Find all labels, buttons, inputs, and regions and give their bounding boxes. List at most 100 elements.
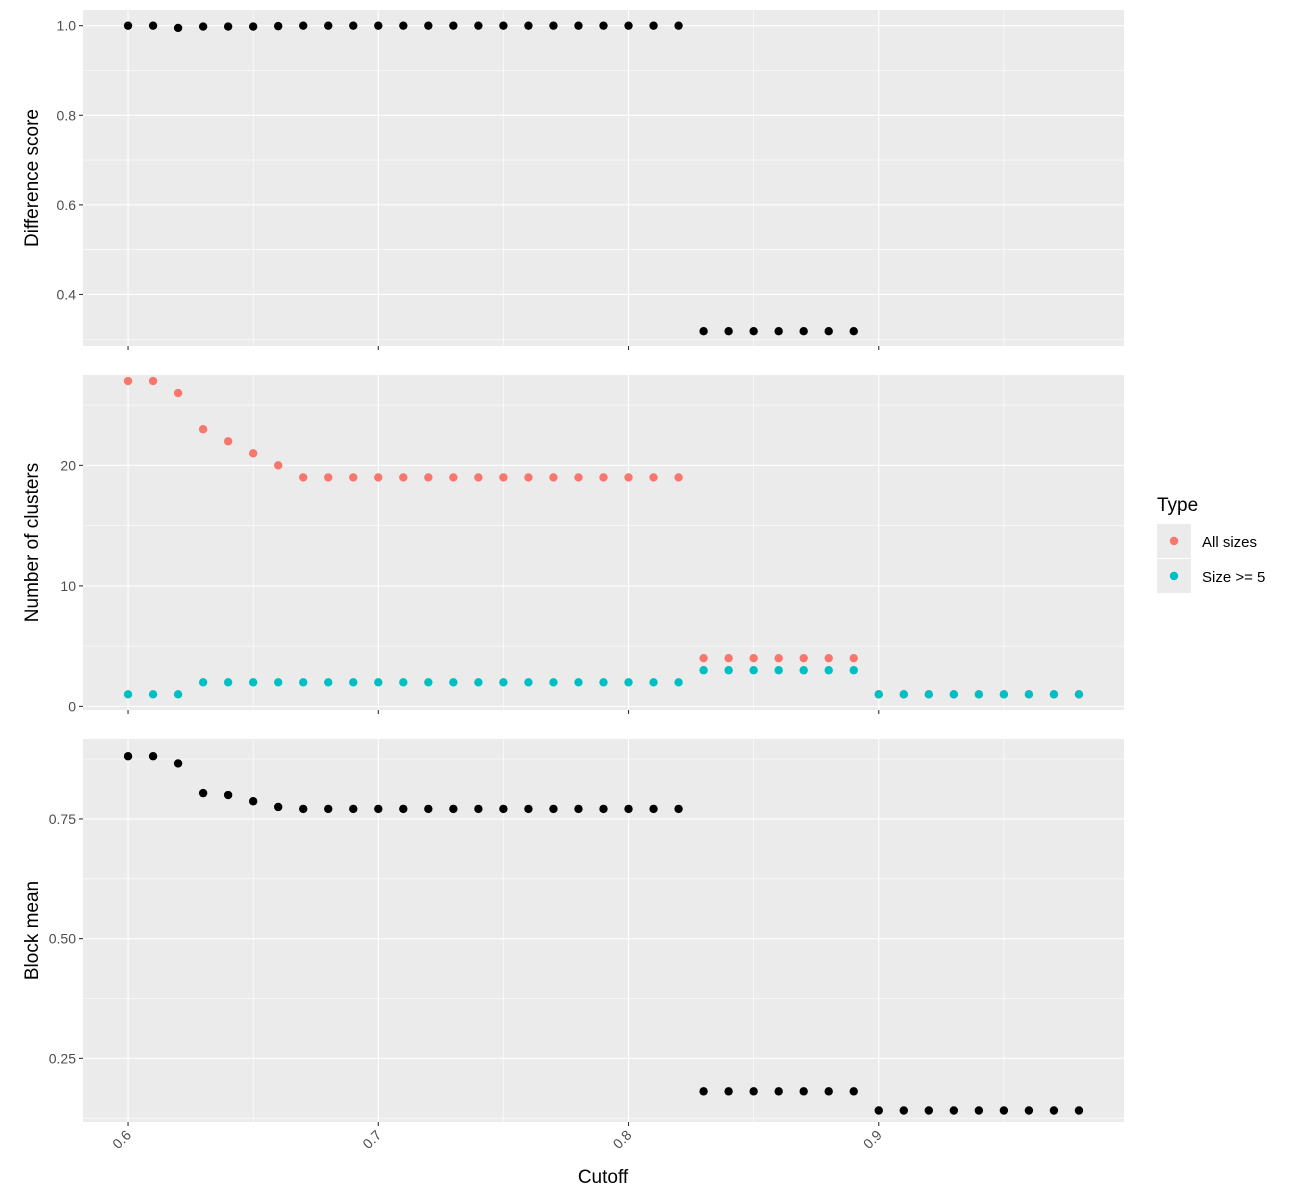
data-point	[299, 804, 308, 814]
data-point	[148, 690, 158, 699]
data-point	[173, 759, 183, 768]
data-point	[198, 22, 208, 31]
data-point	[799, 653, 808, 663]
data-point	[148, 752, 158, 761]
data-point	[324, 804, 333, 814]
data-point	[524, 678, 533, 687]
y-tick-label: 0.50	[49, 931, 76, 947]
data-point	[599, 678, 608, 687]
data-point	[799, 1087, 808, 1096]
y-tick-label: 0.75	[49, 811, 76, 827]
data-point	[649, 21, 658, 30]
data-point	[749, 327, 758, 336]
data-point	[273, 802, 283, 812]
data-point	[123, 376, 133, 386]
data-point	[774, 666, 783, 675]
data-point	[899, 690, 908, 699]
data-point	[599, 473, 608, 482]
data-point	[749, 666, 758, 675]
data-point	[924, 690, 934, 699]
data-point	[324, 473, 333, 482]
data-point	[699, 1087, 708, 1096]
y-axis-title: Number of clusters	[22, 463, 43, 622]
legend-title: Type	[1157, 495, 1198, 516]
data-point	[824, 653, 833, 663]
data-point	[624, 21, 633, 30]
data-point	[474, 21, 483, 30]
data-point	[849, 327, 858, 336]
data-point	[599, 21, 608, 30]
data-point	[273, 461, 283, 470]
data-point	[774, 327, 783, 336]
data-point	[399, 473, 408, 482]
data-point	[624, 804, 633, 814]
data-point	[574, 21, 583, 30]
y-tick-label: 0.6	[57, 197, 77, 213]
legend: Type All sizes Size >= 5	[1157, 495, 1265, 593]
data-point	[749, 1087, 758, 1096]
data-point	[123, 690, 133, 699]
data-point	[949, 690, 959, 699]
data-point	[824, 666, 833, 675]
data-point	[399, 804, 408, 814]
data-point	[574, 804, 583, 814]
data-point	[774, 653, 783, 663]
data-point	[148, 21, 158, 30]
data-point	[374, 804, 383, 814]
data-point	[674, 678, 683, 687]
data-point	[849, 666, 858, 675]
panel-1: 0.4 0.6 0.8 1.0 Difference score	[22, 10, 1124, 350]
x-tick-label: 0.9	[860, 1127, 885, 1152]
data-point	[624, 678, 633, 687]
data-point	[899, 1106, 908, 1115]
data-point	[424, 678, 433, 687]
legend-item-all-sizes: All sizes	[1157, 524, 1257, 558]
data-point	[574, 678, 583, 687]
series-size-5	[123, 666, 1084, 699]
data-point	[524, 21, 533, 30]
data-point	[248, 678, 258, 687]
data-point	[499, 804, 508, 814]
y-tick-label: 0.8	[57, 107, 77, 123]
data-point	[349, 473, 358, 482]
data-point	[474, 473, 483, 482]
data-point	[499, 21, 508, 30]
data-point	[1074, 1106, 1084, 1115]
data-point	[724, 666, 733, 675]
series-1	[123, 21, 858, 336]
data-point	[924, 1106, 934, 1115]
data-point	[198, 788, 208, 798]
legend-label-all-sizes: All sizes	[1202, 534, 1257, 551]
data-point	[799, 666, 808, 675]
data-point	[349, 21, 358, 30]
legend-swatch-size-ge-5	[1169, 571, 1179, 581]
data-point	[999, 1106, 1009, 1115]
y-tick-label: 10	[60, 578, 76, 594]
data-point	[223, 437, 233, 446]
data-point	[374, 473, 383, 482]
y-tick-label: 20	[60, 457, 76, 473]
panels: 0.4 0.6 0.8 1.0 Difference score 0 10 20 Number …	[22, 10, 1124, 1152]
panel-2: 0 10 20 Number of clusters	[22, 375, 1124, 714]
data-point	[724, 327, 733, 336]
panel-background	[83, 10, 1124, 346]
data-point	[574, 473, 583, 482]
data-point	[849, 653, 858, 663]
y-axis-title: Block mean	[22, 881, 43, 980]
data-point	[699, 653, 708, 663]
data-point	[424, 473, 433, 482]
data-point	[549, 678, 558, 687]
data-point	[123, 21, 133, 30]
data-point	[198, 678, 208, 687]
data-point	[549, 804, 558, 814]
data-point	[824, 327, 833, 336]
legend-label-size-ge-5: Size >= 5	[1202, 569, 1265, 586]
data-point	[173, 23, 183, 33]
data-point	[198, 425, 208, 434]
data-point	[724, 1087, 733, 1096]
data-point	[148, 376, 158, 386]
data-point	[999, 690, 1009, 699]
data-point	[324, 678, 333, 687]
data-point	[399, 21, 408, 30]
